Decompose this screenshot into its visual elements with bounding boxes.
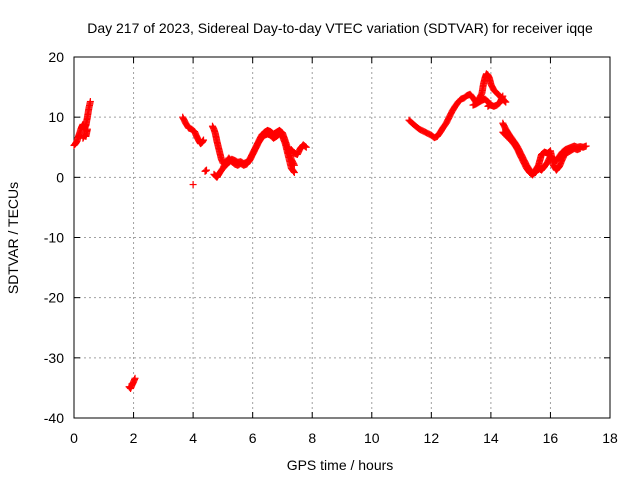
x-tick-label: 10 bbox=[364, 430, 380, 446]
x-tick-label: 16 bbox=[543, 430, 559, 446]
data-point bbox=[576, 144, 584, 152]
data-points bbox=[70, 70, 590, 393]
data-point bbox=[86, 98, 94, 106]
data-point bbox=[200, 136, 208, 144]
y-tick-labels: 20 10 0 -10 -20 -30 -40 bbox=[44, 49, 64, 426]
data-point bbox=[201, 167, 209, 175]
data-point bbox=[131, 374, 139, 382]
data-point bbox=[487, 100, 495, 108]
x-tick-label: 2 bbox=[130, 430, 138, 446]
x-axis-title: GPS time / hours bbox=[287, 457, 394, 473]
x-tick-label: 0 bbox=[70, 430, 78, 446]
axis-ticks bbox=[73, 56, 611, 419]
x-tick-label: 12 bbox=[424, 430, 440, 446]
data-point bbox=[290, 169, 298, 177]
x-tick-label: 14 bbox=[483, 430, 499, 446]
y-tick-label: 0 bbox=[56, 169, 64, 185]
y-tick-label: 20 bbox=[48, 49, 64, 65]
y-tick-label: -40 bbox=[44, 410, 64, 426]
data-point bbox=[189, 181, 197, 189]
data-point bbox=[83, 125, 91, 133]
x-tick-label: 8 bbox=[308, 430, 316, 446]
x-tick-labels: 0 2 4 6 8 10 12 14 16 18 bbox=[70, 430, 618, 446]
data-point bbox=[203, 166, 211, 174]
y-tick-label: 10 bbox=[48, 109, 64, 125]
data-point bbox=[290, 167, 298, 175]
data-point bbox=[202, 167, 210, 175]
y-tick-label: -20 bbox=[44, 290, 64, 306]
x-tick-label: 18 bbox=[602, 430, 618, 446]
x-tick-label: 6 bbox=[249, 430, 257, 446]
data-point bbox=[486, 101, 494, 109]
data-point bbox=[499, 92, 507, 100]
chart-title: Day 217 of 2023, Sidereal Day-to-day VTE… bbox=[87, 20, 593, 36]
y-tick-label: -10 bbox=[44, 230, 64, 246]
data-point bbox=[301, 142, 309, 150]
data-point bbox=[302, 143, 310, 151]
y-tick-label: -30 bbox=[44, 350, 64, 366]
y-axis-title: SDTVAR / TECUs bbox=[5, 182, 21, 294]
x-tick-label: 4 bbox=[189, 430, 197, 446]
data-point bbox=[582, 142, 590, 150]
grid bbox=[74, 57, 610, 418]
